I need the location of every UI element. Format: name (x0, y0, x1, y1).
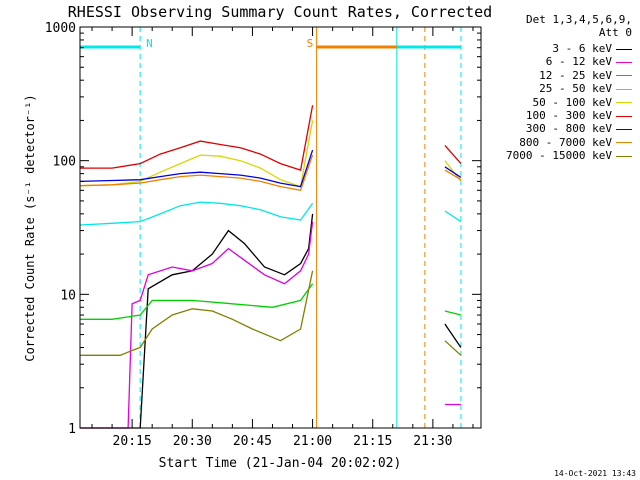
legend-entry: 6 - 12 keV (546, 56, 632, 67)
x-axis-label: Start Time (21-Jan-04 20:02:02) (159, 456, 402, 471)
y-tick-label: 10 (60, 288, 76, 303)
legend-swatch (616, 128, 632, 130)
state-interval-label-0: N (146, 37, 153, 50)
x-tick-label: 21:15 (353, 434, 392, 449)
legend-label: 3 - 6 keV (552, 42, 612, 55)
chart-title: RHESSI Observing Summary Count Rates, Co… (68, 3, 492, 21)
footer-timestamp: 14-Oct-2021 13:43 (554, 469, 636, 478)
y-tick-label: 1000 (45, 21, 76, 36)
legend-label: 100 - 300 keV (525, 109, 612, 122)
legend-entry: 300 - 800 keV (526, 123, 632, 134)
x-tick-label: 20:15 (113, 434, 152, 449)
x-tick-label: 20:30 (173, 434, 212, 449)
legend-label: 50 - 100 keV (532, 95, 612, 109)
legend-swatch (616, 115, 632, 117)
plot-frame (79, 26, 482, 429)
legend-swatch (616, 48, 632, 50)
detector-info-line-1: Det 1,3,4,5,6,9, (526, 13, 632, 26)
series-line-7 (79, 154, 462, 192)
series-line-8 (80, 270, 462, 356)
series-line-3 (79, 201, 462, 226)
x-tick-label: 21:30 (413, 434, 452, 449)
legend-label: 25 - 50 keV (539, 82, 612, 96)
legend-label: 6 - 12 keV (545, 55, 612, 69)
legend-entry: 800 - 7000 keV (519, 137, 632, 148)
legend-label: 300 - 800 keV (525, 122, 612, 136)
axis-ticks: 1 10 100 1000 20:15 20:30 20:45 21:00 21:15 21:30 (45, 21, 481, 449)
series-line-4 (79, 120, 462, 188)
y-tick-label: 100 (53, 155, 76, 170)
series-line-2 (80, 283, 462, 320)
series-line-0 (80, 213, 462, 429)
y-axis-label: Corrected Count Rate (s⁻¹ detector⁻¹) (23, 94, 37, 361)
series-line-5 (80, 105, 462, 171)
detector-info-line-2: Att 0 (598, 26, 632, 39)
legend-swatch (616, 75, 632, 77)
legend-entry: 25 - 50 keV (539, 83, 632, 94)
legend-swatch (616, 61, 632, 63)
x-tick-label: 21:00 (293, 434, 332, 449)
state-interval-label-1: S (307, 37, 314, 50)
legend-label: 12 - 25 keV (539, 68, 612, 82)
series-line-1 (80, 221, 461, 429)
legend-entry: 12 - 25 keV (539, 70, 632, 81)
series-line-6 (79, 149, 462, 188)
legend-label: 7000 - 15000 keV (506, 149, 612, 163)
legend-label: 800 - 7000 keV (519, 135, 612, 149)
legend-entry: 3 - 6 keV (552, 43, 632, 54)
legend-swatch (616, 142, 632, 144)
legend-swatch (616, 88, 632, 90)
legend-swatch (616, 102, 632, 104)
y-tick-label: 1 (68, 422, 76, 437)
legend-entry: 7000 - 15000 keV (506, 150, 632, 161)
legend-swatch (616, 155, 632, 157)
legend-entry: 50 - 100 keV (533, 97, 632, 108)
legend-entry: 100 - 300 keV (526, 110, 632, 121)
x-tick-label: 20:45 (233, 434, 272, 449)
